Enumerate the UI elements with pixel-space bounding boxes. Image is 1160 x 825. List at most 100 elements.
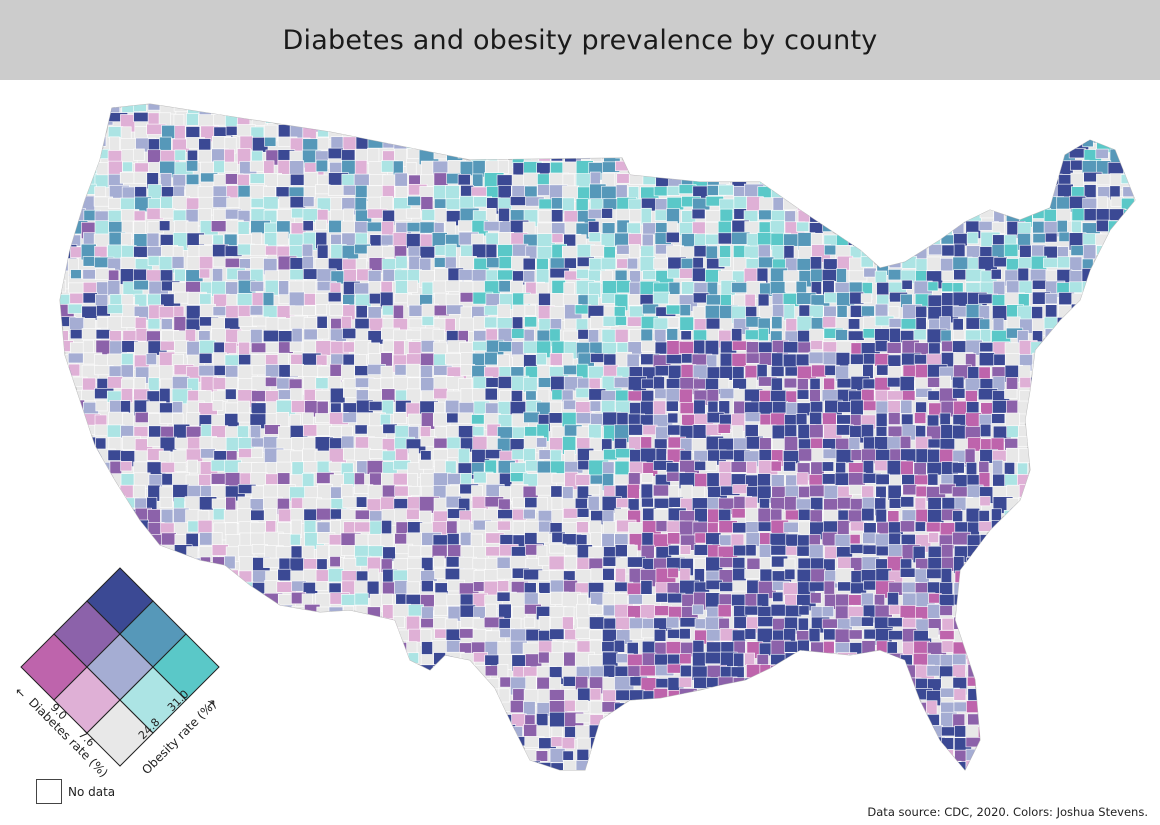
county-cell — [811, 364, 827, 378]
county-cell — [250, 472, 268, 486]
county-cell — [173, 291, 190, 304]
county-cell — [316, 558, 328, 570]
county-cell — [628, 423, 643, 436]
county-cell — [524, 497, 539, 508]
county-cell — [563, 257, 577, 269]
county-cell — [771, 352, 784, 369]
county-cell — [291, 327, 303, 343]
county-cell — [200, 448, 216, 459]
county-cell — [83, 232, 96, 246]
county-cell — [564, 318, 578, 330]
county-cell — [315, 184, 331, 195]
county-cell — [536, 437, 548, 448]
county-cell — [834, 472, 851, 486]
county-cell — [134, 411, 149, 423]
county-cell — [549, 543, 567, 554]
county-cell — [928, 532, 939, 544]
county-cell — [797, 617, 809, 631]
county-cell — [784, 568, 796, 580]
county-cell — [107, 304, 124, 314]
county-cell — [1006, 399, 1019, 415]
county-cell — [224, 317, 241, 330]
county-cell — [796, 389, 810, 400]
county-cell — [1068, 281, 1083, 293]
county-cell — [67, 303, 83, 314]
county-cell — [498, 498, 511, 511]
county-cell — [342, 412, 357, 423]
county-cell — [953, 400, 967, 416]
county-cell — [679, 544, 691, 555]
county-cell — [914, 412, 927, 424]
county-cell — [642, 270, 659, 280]
county-cell — [744, 628, 757, 640]
county-cell — [421, 580, 434, 592]
county-cell — [327, 568, 344, 583]
county-cell — [523, 354, 538, 368]
county-cell — [132, 484, 146, 499]
county-cell — [94, 245, 108, 258]
county-cell — [224, 161, 238, 173]
county-cell — [107, 126, 124, 138]
county-cell — [223, 233, 238, 246]
county-cell — [783, 270, 801, 282]
county-cell — [473, 581, 485, 592]
county-cell — [538, 292, 551, 306]
county-cell — [405, 363, 420, 378]
county-cell — [484, 351, 498, 366]
county-cell — [874, 303, 889, 317]
county-cell — [836, 414, 853, 425]
county-cell — [408, 255, 422, 272]
county-cell — [535, 485, 551, 496]
source-credit: Data source: CDC, 2020. Colors: Joshua S… — [867, 805, 1148, 819]
county-cell — [342, 136, 358, 151]
county-cell — [1004, 462, 1015, 476]
county-cell — [1056, 208, 1071, 222]
county-cell — [666, 328, 679, 341]
county-cell — [236, 293, 253, 306]
county-cell — [524, 714, 536, 726]
county-cell — [158, 450, 171, 463]
county-cell — [848, 629, 863, 640]
county-cell — [810, 256, 822, 272]
county-cell — [159, 378, 173, 390]
county-cell — [354, 365, 369, 376]
county-cell — [953, 688, 967, 701]
county-cell — [652, 291, 671, 305]
county-cell — [941, 282, 955, 293]
county-cell — [524, 304, 537, 316]
county-cell — [979, 318, 991, 330]
county-cell — [172, 413, 184, 426]
county-cell — [732, 567, 747, 583]
county-cell — [589, 400, 602, 412]
county-cell — [744, 569, 760, 579]
county-cell — [940, 567, 952, 585]
county-cell — [523, 592, 540, 605]
county-cell — [874, 353, 890, 367]
county-cell — [134, 450, 148, 463]
county-cell — [133, 221, 146, 235]
county-cell — [717, 423, 731, 434]
county-cell — [639, 256, 656, 272]
county-cell — [795, 353, 810, 366]
county-cell — [562, 750, 574, 761]
county-cell — [525, 390, 537, 401]
county-cell — [666, 185, 680, 196]
county-cell — [784, 496, 797, 513]
county-cell — [875, 473, 890, 485]
county-cell — [679, 316, 694, 331]
county-cell — [538, 651, 550, 664]
county-cell — [589, 688, 602, 701]
county-cell — [418, 459, 434, 470]
county-cell — [107, 376, 123, 389]
county-cell — [899, 520, 915, 533]
county-cell — [69, 292, 85, 304]
county-cell — [549, 318, 562, 331]
county-cell — [159, 208, 176, 219]
county-cell — [577, 186, 591, 201]
county-cell — [354, 509, 370, 520]
county-cell — [772, 401, 789, 415]
county-cell — [263, 507, 278, 522]
county-cell — [952, 388, 966, 399]
county-cell — [797, 378, 809, 391]
county-cell — [719, 449, 735, 461]
